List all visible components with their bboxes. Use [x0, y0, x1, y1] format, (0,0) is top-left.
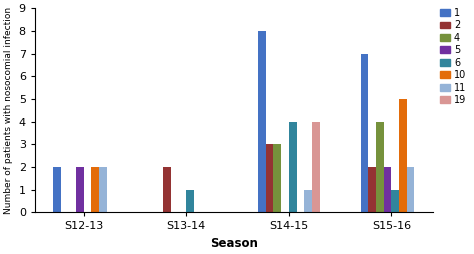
Bar — [76, 167, 84, 212]
Bar — [289, 122, 297, 212]
Bar — [304, 189, 312, 212]
Bar — [312, 122, 319, 212]
Bar — [407, 167, 414, 212]
Legend: 1, 2, 4, 5, 6, 10, 11, 19: 1, 2, 4, 5, 6, 10, 11, 19 — [437, 4, 470, 109]
Bar — [163, 167, 171, 212]
Bar — [99, 167, 107, 212]
Bar — [186, 189, 194, 212]
Y-axis label: Number of patients with nosocomial infection: Number of patients with nosocomial infec… — [4, 7, 13, 214]
Bar — [53, 167, 61, 212]
Bar — [91, 167, 99, 212]
Bar — [376, 122, 383, 212]
Bar — [383, 167, 392, 212]
Bar — [266, 144, 273, 212]
Bar — [361, 54, 368, 212]
Bar — [368, 167, 376, 212]
X-axis label: Season: Season — [210, 237, 258, 250]
Bar — [399, 99, 407, 212]
Bar — [258, 31, 266, 212]
Bar — [273, 144, 281, 212]
Bar — [392, 189, 399, 212]
